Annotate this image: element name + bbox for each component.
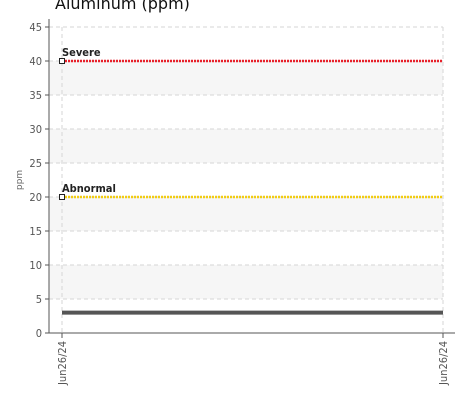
y-tick-label: 30 [29, 123, 42, 136]
x-tick-label: Jun26/24 [56, 341, 69, 386]
y-tick-label: 10 [29, 259, 42, 272]
threshold-label-severe: Severe [62, 46, 101, 59]
background-band [49, 129, 443, 163]
background-band [49, 197, 443, 231]
y-axis-label: ppm [15, 170, 25, 190]
y-tick-label: 15 [29, 225, 42, 238]
y-tick-label: 25 [29, 157, 42, 170]
threshold-marker [59, 194, 65, 200]
y-tick-label: 35 [29, 89, 42, 102]
threshold-label-abnormal: Abnormal [62, 182, 116, 195]
y-tick-label: 0 [36, 327, 42, 340]
x-tick-label: Jun26/24 [437, 341, 450, 386]
threshold-marker [59, 58, 65, 64]
y-tick-label: 45 [29, 21, 42, 34]
y-tick-label: 20 [29, 191, 42, 204]
chart-title: Aluminum (ppm) [55, 0, 190, 13]
background-band [49, 265, 443, 299]
y-tick-label: 40 [29, 55, 42, 68]
y-tick-label: 5 [36, 293, 42, 306]
background-band [49, 61, 443, 95]
